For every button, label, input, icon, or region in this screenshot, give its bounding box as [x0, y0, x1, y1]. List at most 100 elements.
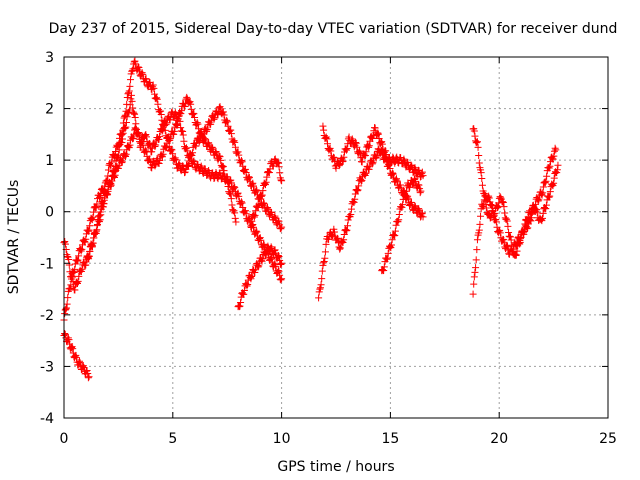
data-point: [263, 205, 271, 213]
data-point: [492, 218, 500, 226]
data-point: [192, 142, 200, 150]
data-point: [252, 186, 260, 194]
data-point: [183, 93, 191, 101]
data-point: [245, 174, 253, 182]
data-point: [227, 179, 235, 187]
data-point: [533, 209, 541, 217]
data-point: [486, 214, 494, 222]
data-point: [523, 217, 531, 225]
data-point: [180, 137, 188, 145]
data-point: [537, 216, 545, 224]
data-point: [343, 226, 351, 234]
data-point: [371, 124, 379, 132]
data-point: [553, 169, 561, 177]
data-point: [103, 176, 111, 184]
data-point: [512, 251, 520, 259]
data-point: [224, 122, 232, 130]
data-point: [151, 142, 159, 150]
data-point: [362, 148, 370, 156]
data-point: [169, 150, 177, 158]
y-tick-label: 2: [45, 102, 54, 118]
data-point: [541, 179, 549, 187]
data-point: [527, 210, 535, 218]
data-point: [535, 196, 543, 204]
data-point: [95, 217, 103, 225]
data-point: [268, 254, 276, 262]
data-point: [118, 130, 126, 138]
data-point: [73, 257, 81, 265]
data-point: [278, 177, 286, 185]
data-point: [348, 136, 356, 144]
data-point: [393, 177, 401, 185]
data-point: [159, 121, 167, 129]
data-point: [85, 373, 93, 381]
data-point: [247, 221, 255, 229]
data-point: [73, 279, 81, 287]
data-point: [214, 111, 222, 119]
data-point: [550, 174, 558, 182]
data-point: [258, 192, 266, 200]
data-point: [257, 256, 265, 264]
data-point: [150, 84, 158, 92]
x-tick-label: 15: [381, 431, 399, 447]
data-point: [108, 158, 116, 166]
data-point: [226, 189, 234, 197]
data-point: [372, 153, 380, 161]
data-point: [170, 130, 178, 138]
data-point: [415, 181, 423, 189]
data-point: [243, 282, 251, 290]
data-point: [86, 248, 94, 256]
data-point: [115, 140, 123, 148]
data-point: [242, 210, 250, 218]
data-point: [151, 162, 159, 170]
data-point: [351, 195, 359, 203]
data-point: [167, 145, 175, 153]
data-point: [96, 216, 104, 224]
data-point: [224, 183, 232, 191]
data-point: [174, 120, 182, 128]
series-layer: [60, 57, 562, 382]
data-point: [362, 169, 370, 177]
data-point: [418, 168, 426, 176]
data-point: [197, 128, 205, 136]
data-point: [319, 122, 327, 130]
data-point: [316, 285, 324, 293]
data-point: [237, 298, 245, 306]
data-point: [324, 140, 332, 148]
data-point: [330, 154, 338, 162]
data-point: [227, 195, 235, 203]
ticks: [63, 56, 609, 419]
data-point: [545, 193, 553, 201]
data-point: [223, 177, 231, 185]
data-point: [138, 138, 146, 146]
data-point: [391, 231, 399, 239]
data-point: [251, 211, 259, 219]
data-point: [258, 191, 266, 199]
data-point: [550, 152, 558, 160]
data-point: [529, 202, 537, 210]
data-point: [122, 107, 130, 115]
data-point: [231, 214, 239, 222]
data-point: [168, 146, 176, 154]
data-point: [369, 159, 377, 167]
data-point: [541, 178, 549, 186]
data-point: [517, 234, 525, 242]
data-point: [323, 135, 331, 143]
data-point: [318, 267, 326, 275]
data-point: [201, 135, 209, 143]
data-point: [162, 144, 170, 152]
data-point: [77, 247, 85, 255]
data-point: [231, 143, 239, 151]
data-point: [545, 164, 553, 172]
data-point: [539, 189, 547, 197]
data-point: [171, 155, 179, 163]
data-point: [399, 195, 407, 203]
data-point: [84, 253, 92, 261]
x-tick-label: 10: [273, 431, 291, 447]
data-point: [503, 241, 511, 249]
data-point: [158, 152, 166, 160]
data-point: [472, 139, 480, 147]
data-point: [162, 143, 170, 151]
data-point: [503, 215, 511, 223]
data-point: [84, 227, 92, 235]
